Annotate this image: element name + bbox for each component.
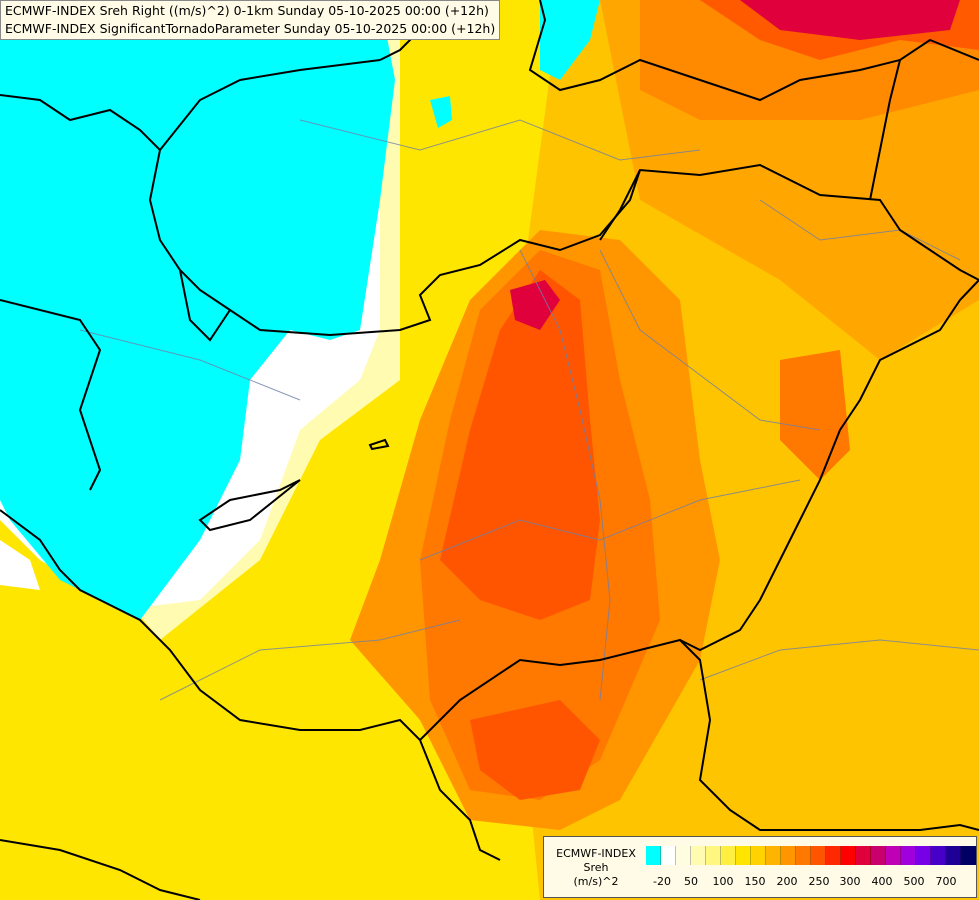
legend-label: ECMWF-INDEX Sreh (m/s)^2: [550, 847, 642, 889]
legend-swatch: [706, 846, 721, 865]
legend-tick-label: -20: [653, 875, 671, 888]
legend-tick-label: 100: [712, 875, 734, 888]
legend-swatch: [766, 846, 781, 865]
legend-tick-label: 250: [808, 875, 830, 888]
legend-swatch: [781, 846, 796, 865]
legend-tick-label: 300: [839, 875, 861, 888]
legend-swatches: [646, 846, 976, 865]
legend-swatch: [871, 846, 886, 865]
legend-swatch: [661, 846, 676, 865]
legend-swatch: [796, 846, 811, 865]
legend-swatch: [751, 846, 766, 865]
legend-swatch: [736, 846, 751, 865]
legend-ticks: -20 50 100 150 200 250 300 400 500 700: [642, 875, 972, 889]
legend-swatch: [676, 846, 691, 865]
legend-swatch: [916, 846, 931, 865]
legend-swatch: [901, 846, 916, 865]
legend-swatch: [856, 846, 871, 865]
legend-swatch: [721, 846, 736, 865]
color-legend: ECMWF-INDEX Sreh (m/s)^2 -20 50 100 150 200 2…: [543, 836, 977, 898]
legend-swatch: [946, 846, 961, 865]
legend-swatch: [646, 846, 661, 865]
legend-swatch: [826, 846, 841, 865]
legend-swatch: [886, 846, 901, 865]
legend-tick-label: 700: [935, 875, 957, 888]
legend-swatch: [931, 846, 946, 865]
title-line-1: ECMWF-INDEX Sreh Right ((m/s)^2) 0-1km S…: [5, 3, 489, 18]
legend-line-1: ECMWF-INDEX: [556, 847, 636, 860]
legend-tick-label: 400: [871, 875, 893, 888]
legend-swatch: [961, 846, 976, 865]
legend-tick-label: 50: [684, 875, 698, 888]
legend-tick-label: 150: [744, 875, 766, 888]
legend-line-2: Sreh: [583, 861, 609, 874]
legend-tick-label: 500: [903, 875, 925, 888]
legend-swatch: [691, 846, 706, 865]
legend-swatch: [841, 846, 856, 865]
title-line-2: ECMWF-INDEX SignificantTornadoParameter …: [5, 21, 496, 36]
map-title: ECMWF-INDEX Sreh Right ((m/s)^2) 0-1km S…: [0, 0, 501, 40]
legend-tick-label: 200: [776, 875, 798, 888]
legend-line-3: (m/s)^2: [573, 875, 619, 888]
legend-swatch: [811, 846, 826, 865]
